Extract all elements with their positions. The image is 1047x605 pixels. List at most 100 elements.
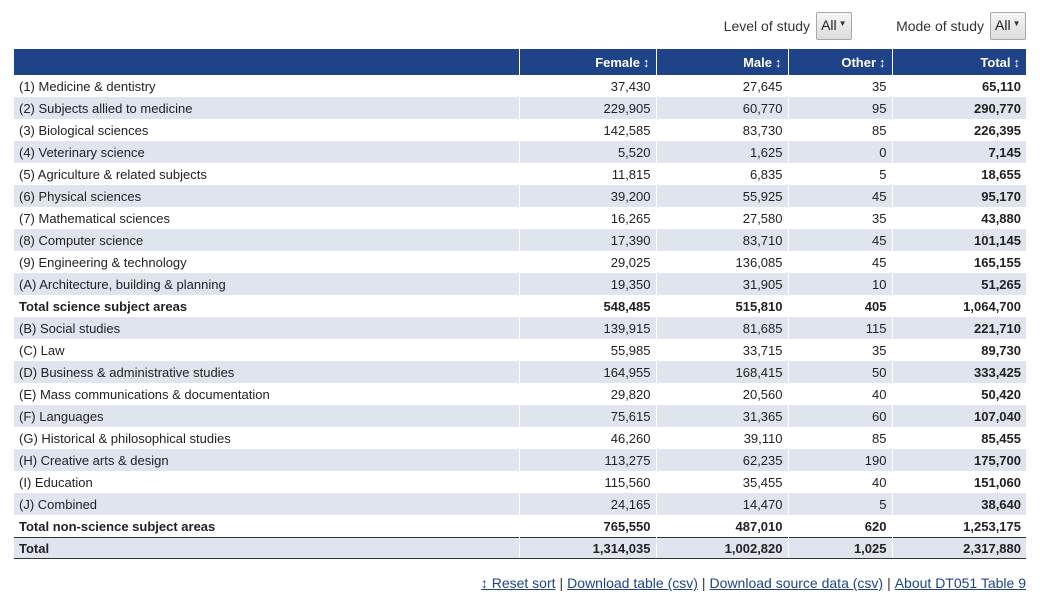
cell-other: 95 — [787, 97, 892, 119]
level-of-study-value: All — [821, 17, 837, 33]
cell-total: 18,655 — [891, 163, 1026, 185]
cell-male: 14,470 — [655, 493, 788, 515]
cell-male: 60,770 — [655, 97, 788, 119]
row-label: (J) Combined — [14, 493, 519, 515]
cell-male: 55,925 — [655, 185, 788, 207]
cell-other: 35 — [787, 339, 892, 361]
footer-other: 1,025 — [787, 537, 892, 559]
link-separator: | — [887, 575, 891, 591]
table-footer-row: Total 1,314,035 1,002,820 1,025 2,317,88… — [14, 537, 1026, 559]
cell-other: 45 — [787, 251, 892, 273]
cell-total: 95,170 — [891, 185, 1026, 207]
cell-male: 515,810 — [655, 295, 788, 317]
cell-male: 35,455 — [655, 471, 788, 493]
cell-total: 221,710 — [891, 317, 1026, 339]
row-label: (B) Social studies — [14, 317, 519, 339]
cell-female: 5,520 — [518, 141, 656, 163]
cell-total: 151,060 — [891, 471, 1026, 493]
cell-female: 11,815 — [518, 163, 656, 185]
level-of-study-select[interactable]: All ▼ — [816, 12, 853, 40]
cell-male: 39,110 — [655, 427, 788, 449]
reset-sort-link[interactable]: ↕ Reset sort — [480, 575, 556, 591]
dropdown-caret-icon: ▼ — [838, 19, 847, 28]
cell-total: 175,700 — [891, 449, 1026, 471]
table-row: (2) Subjects allied to medicine 229,905 60… — [14, 97, 1026, 119]
cell-female: 29,820 — [518, 383, 656, 405]
footer-male: 1,002,820 — [655, 537, 788, 559]
row-label: Total science subject areas — [14, 295, 519, 317]
row-label: (5) Agriculture & related subjects — [14, 163, 519, 185]
cell-other: 10 — [787, 273, 892, 295]
table-row: Total science subject areas 548,485 515,81… — [14, 295, 1026, 317]
cell-total: 38,640 — [891, 493, 1026, 515]
row-label: (9) Engineering & technology — [14, 251, 519, 273]
row-label: Total non-science subject areas — [14, 515, 519, 538]
col-header-total[interactable]: Total ↕ — [891, 49, 1026, 75]
cell-male: 136,085 — [655, 251, 788, 273]
row-label: (E) Mass communications & documentation — [14, 383, 519, 405]
table-body: (1) Medicine & dentistry 37,430 27,645 35 65… — [14, 75, 1026, 538]
cell-other: 85 — [787, 119, 892, 141]
cell-female: 37,430 — [518, 75, 656, 97]
row-label: (7) Mathematical sciences — [14, 207, 519, 229]
row-label: (6) Physical sciences — [14, 185, 519, 207]
cell-other: 35 — [787, 75, 892, 97]
sort-icon: ↕ — [643, 54, 650, 70]
col-header-female[interactable]: Female ↕ — [518, 49, 656, 75]
sort-icon: ↕ — [1013, 54, 1021, 70]
cell-male: 33,715 — [655, 339, 788, 361]
col-header-other[interactable]: Other ↕ — [787, 49, 892, 75]
row-label: (H) Creative arts & design — [14, 449, 519, 471]
filters-bar: Level of study All ▼ Mode of study All ▼ — [724, 12, 1026, 40]
cell-female: 142,585 — [518, 119, 656, 141]
col-header-male[interactable]: Male ↕ — [655, 49, 788, 75]
cell-other: 50 — [787, 361, 892, 383]
data-table: Female ↕ Male ↕ Other ↕ Total ↕ (1) Medicine… — [14, 49, 1026, 559]
about-table-link[interactable]: About DT051 Table 9 — [894, 575, 1026, 591]
row-label: (8) Computer science — [14, 229, 519, 251]
mode-of-study-select[interactable]: All ▼ — [990, 12, 1026, 40]
cell-total: 226,395 — [891, 119, 1026, 141]
cell-male: 168,415 — [655, 361, 788, 383]
table-row: (B) Social studies 139,915 81,685 115 221,71… — [14, 317, 1026, 339]
download-source-link[interactable]: Download source data (csv) — [709, 575, 884, 591]
cell-female: 16,265 — [518, 207, 656, 229]
table-row: (5) Agriculture & related subjects 11,815… — [14, 163, 1026, 185]
cell-male: 1,625 — [655, 141, 788, 163]
cell-male: 83,730 — [655, 119, 788, 141]
cell-other: 60 — [787, 405, 892, 427]
table-header-row: Female ↕ Male ↕ Other ↕ Total ↕ — [14, 49, 1026, 75]
table-row: (C) Law 55,985 33,715 35 89,730 — [14, 339, 1026, 361]
table-row: (3) Biological sciences 142,585 83,730 85 22… — [14, 119, 1026, 141]
table-row: Total non-science subject areas 765,550 48… — [14, 515, 1026, 538]
cell-female: 229,905 — [518, 97, 656, 119]
cell-other: 5 — [787, 163, 892, 185]
table-row: (E) Mass communications & documentation 2… — [14, 383, 1026, 405]
cell-female: 19,350 — [518, 273, 656, 295]
row-label: (C) Law — [14, 339, 519, 361]
cell-female: 115,560 — [518, 471, 656, 493]
row-label: (3) Biological sciences — [14, 119, 519, 141]
footer-links: ↕ Reset sort | Download table (csv) | Downlo… — [481, 575, 1026, 591]
table-row: (7) Mathematical sciences 16,265 27,580 35 4… — [14, 207, 1026, 229]
cell-other: 115 — [787, 317, 892, 339]
sort-icon: ↕ — [879, 54, 886, 70]
cell-other: 0 — [787, 141, 892, 163]
footer-label: Total — [14, 537, 519, 559]
cell-other: 40 — [787, 383, 892, 405]
cell-total: 165,155 — [891, 251, 1026, 273]
cell-total: 43,880 — [891, 207, 1026, 229]
cell-total: 101,145 — [891, 229, 1026, 251]
row-label: (D) Business & administrative studies — [14, 361, 519, 383]
row-label: (F) Languages — [14, 405, 519, 427]
link-separator: | — [559, 575, 564, 591]
cell-other: 45 — [787, 185, 892, 207]
download-table-link[interactable]: Download table (csv) — [567, 575, 698, 591]
cell-total: 7,145 — [891, 141, 1026, 163]
cell-female: 17,390 — [518, 229, 656, 251]
mode-of-study-value: All — [995, 17, 1011, 33]
row-label: (2) Subjects allied to medicine — [14, 97, 519, 119]
cell-female: 765,550 — [518, 515, 656, 538]
cell-total: 1,253,175 — [891, 515, 1026, 538]
cell-male: 31,365 — [655, 405, 788, 427]
